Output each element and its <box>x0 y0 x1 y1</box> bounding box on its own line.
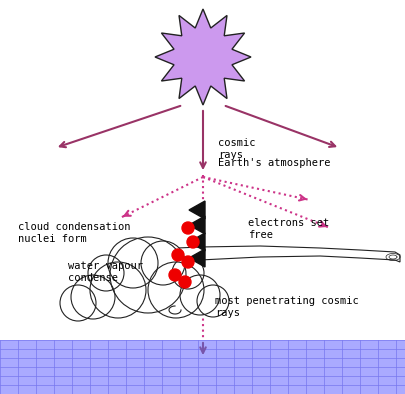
Circle shape <box>71 275 115 319</box>
Polygon shape <box>155 9 251 105</box>
Text: most penetrating cosmic
rays: most penetrating cosmic rays <box>215 296 359 318</box>
Circle shape <box>187 236 199 248</box>
Polygon shape <box>155 246 400 263</box>
Text: cloud condensation
nuclei form: cloud condensation nuclei form <box>18 222 130 243</box>
Polygon shape <box>189 201 205 219</box>
Circle shape <box>197 285 229 317</box>
Circle shape <box>182 256 194 268</box>
Bar <box>0 340 405 394</box>
Circle shape <box>182 222 194 234</box>
Circle shape <box>148 262 204 318</box>
Polygon shape <box>189 249 205 267</box>
Circle shape <box>172 249 184 261</box>
Polygon shape <box>189 233 205 251</box>
Circle shape <box>60 285 96 321</box>
Text: water vapour
condense: water vapour condense <box>68 261 143 283</box>
Text: cosmic
rays: cosmic rays <box>218 138 256 160</box>
Circle shape <box>88 255 124 291</box>
Text: electrons set
free: electrons set free <box>248 218 329 240</box>
Circle shape <box>90 262 146 318</box>
Circle shape <box>110 237 186 313</box>
Circle shape <box>141 241 185 285</box>
Circle shape <box>179 276 191 288</box>
Circle shape <box>180 275 220 315</box>
Text: Earth's atmosphere: Earth's atmosphere <box>218 158 330 168</box>
Polygon shape <box>189 216 205 234</box>
Circle shape <box>169 269 181 281</box>
Circle shape <box>108 238 158 288</box>
Circle shape <box>172 257 204 289</box>
